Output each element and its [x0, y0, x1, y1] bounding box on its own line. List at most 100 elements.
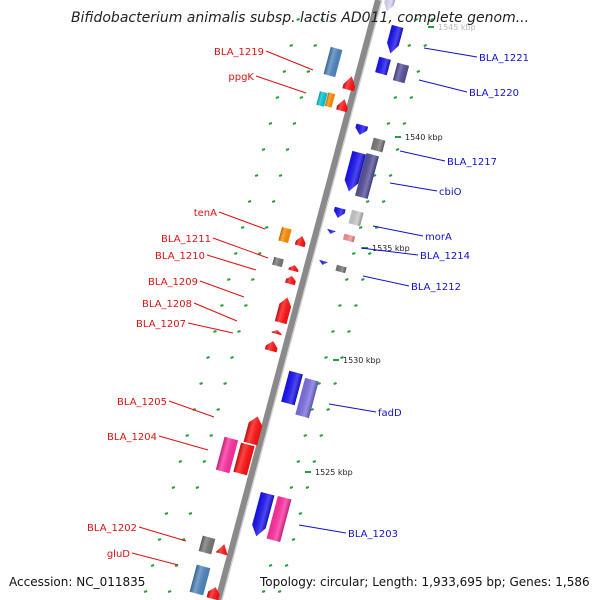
- gene-arrow[interactable]: [243, 415, 265, 446]
- tick-mark: [282, 70, 287, 73]
- gene-label[interactable]: cbiO: [439, 187, 462, 198]
- gene-arrow[interactable]: [382, 0, 398, 13]
- tick-mark: [313, 44, 318, 47]
- gene-arrow[interactable]: [285, 275, 297, 286]
- gene-label[interactable]: BLA_1209: [148, 277, 198, 288]
- leader-line: [138, 526, 187, 542]
- tick-mark: [296, 18, 300, 21]
- gene-arrow[interactable]: [272, 256, 284, 268]
- gene-arrow[interactable]: [316, 91, 328, 107]
- tick-mark: [188, 512, 193, 515]
- gene-arrow[interactable]: [215, 436, 239, 474]
- gene-label[interactable]: BLA_1204: [107, 432, 157, 443]
- gene-label[interactable]: BLA_1219: [214, 47, 264, 58]
- leader-line: [199, 280, 245, 298]
- gene-label[interactable]: BLA_1207: [136, 319, 186, 330]
- gene-label[interactable]: BLA_1217: [447, 157, 497, 168]
- gene-arrow[interactable]: [198, 535, 216, 555]
- gene-arrow[interactable]: [278, 226, 292, 244]
- tick-mark: [257, 252, 262, 255]
- scale-label: 1545 kbp: [438, 23, 476, 32]
- gene-label[interactable]: fadD: [378, 408, 402, 419]
- gene-arrow[interactable]: [342, 75, 357, 92]
- tick-mark: [167, 590, 172, 593]
- tick-mark: [195, 486, 200, 489]
- leader-line: [168, 400, 215, 418]
- gene-arrow[interactable]: [355, 153, 379, 199]
- gene-arrow[interactable]: [274, 296, 293, 325]
- gene-label[interactable]: morA: [425, 232, 452, 243]
- tick-mark: [233, 252, 238, 255]
- gene-arrow[interactable]: [375, 56, 391, 76]
- gene-label[interactable]: BLA_1205: [117, 397, 167, 408]
- gene-label[interactable]: BLA_1221: [479, 53, 529, 64]
- tick-mark: [216, 408, 220, 411]
- gene-arrow[interactable]: [332, 206, 346, 219]
- tick-mark: [278, 174, 283, 177]
- gene-label[interactable]: BLA_1214: [420, 251, 470, 262]
- gene-arrow[interactable]: [370, 137, 386, 153]
- gene-label[interactable]: BLA_1212: [411, 282, 461, 293]
- tick-mark: [292, 122, 297, 125]
- tick-mark: [227, 278, 231, 281]
- gene-label[interactable]: BLA_1220: [469, 88, 519, 99]
- tick-mark: [310, 408, 314, 411]
- tick-mark: [326, 408, 330, 411]
- tick-mark: [254, 174, 259, 177]
- gene-arrow[interactable]: [392, 62, 410, 84]
- gene-label[interactable]: BLA_1203: [348, 529, 398, 540]
- leader-line: [193, 302, 238, 322]
- gene-arrow[interactable]: [335, 264, 347, 274]
- gene-arrow[interactable]: [295, 377, 319, 419]
- gene-arrow[interactable]: [264, 340, 279, 353]
- gene-arrow[interactable]: [288, 264, 299, 273]
- gene-labels: BLA_1219 ppgK tenA BLA_1211 BLA_1210 BLA_1209…: [87, 47, 529, 566]
- gene-label[interactable]: gluD: [107, 549, 130, 560]
- tick-mark: [237, 330, 241, 333]
- gene-arrow[interactable]: [326, 228, 336, 235]
- gene-arrow[interactable]: [281, 370, 303, 406]
- leader-line: [418, 79, 468, 93]
- leader-line: [362, 275, 410, 287]
- tick-mark: [393, 96, 398, 99]
- leader-line: [131, 552, 179, 566]
- tick-mark: [264, 226, 269, 229]
- gene-arrow[interactable]: [323, 46, 343, 78]
- tick-mark: [230, 356, 234, 359]
- gene-arrow[interactable]: [233, 442, 255, 476]
- gene-label[interactable]: BLA_1202: [87, 523, 137, 534]
- gene-label[interactable]: ppgK: [228, 72, 254, 83]
- tick-mark: [261, 148, 266, 151]
- tick-mark: [247, 200, 252, 203]
- tick-mark: [285, 148, 290, 151]
- tick-mark: [164, 512, 169, 515]
- gene-arrow[interactable]: [336, 98, 350, 113]
- leader-line: [212, 237, 269, 259]
- gene-label[interactable]: BLA_1210: [155, 251, 205, 262]
- gene-arrow[interactable]: [342, 150, 366, 193]
- tick-mark: [277, 590, 282, 593]
- gene-arrow[interactable]: [266, 495, 292, 543]
- gene-label[interactable]: tenA: [194, 208, 217, 219]
- gene-arrow[interactable]: [250, 491, 275, 538]
- gene-arrow[interactable]: [324, 92, 336, 108]
- gene-arrow[interactable]: [206, 586, 222, 600]
- gene-arrow[interactable]: [348, 209, 364, 227]
- gene-label[interactable]: BLA_1208: [142, 299, 192, 310]
- gene-arrow[interactable]: [342, 233, 356, 243]
- gene-arrow[interactable]: [189, 564, 211, 596]
- gene-arrow[interactable]: [318, 259, 328, 266]
- gene-arrow[interactable]: [215, 543, 230, 556]
- leader-line: [328, 403, 377, 413]
- gene-arrow[interactable]: [294, 235, 307, 248]
- gene-label[interactable]: BLA_1211: [161, 234, 211, 245]
- tick-mark: [202, 460, 207, 463]
- tick-mark: [305, 486, 310, 489]
- scale-label: 1530 kbp: [343, 356, 381, 365]
- gene-arrow[interactable]: [354, 123, 369, 137]
- gene-arrow[interactable]: [385, 24, 404, 55]
- tick-mark: [395, 148, 400, 151]
- gene-arrow[interactable]: [271, 329, 283, 336]
- leader-line: [187, 322, 234, 334]
